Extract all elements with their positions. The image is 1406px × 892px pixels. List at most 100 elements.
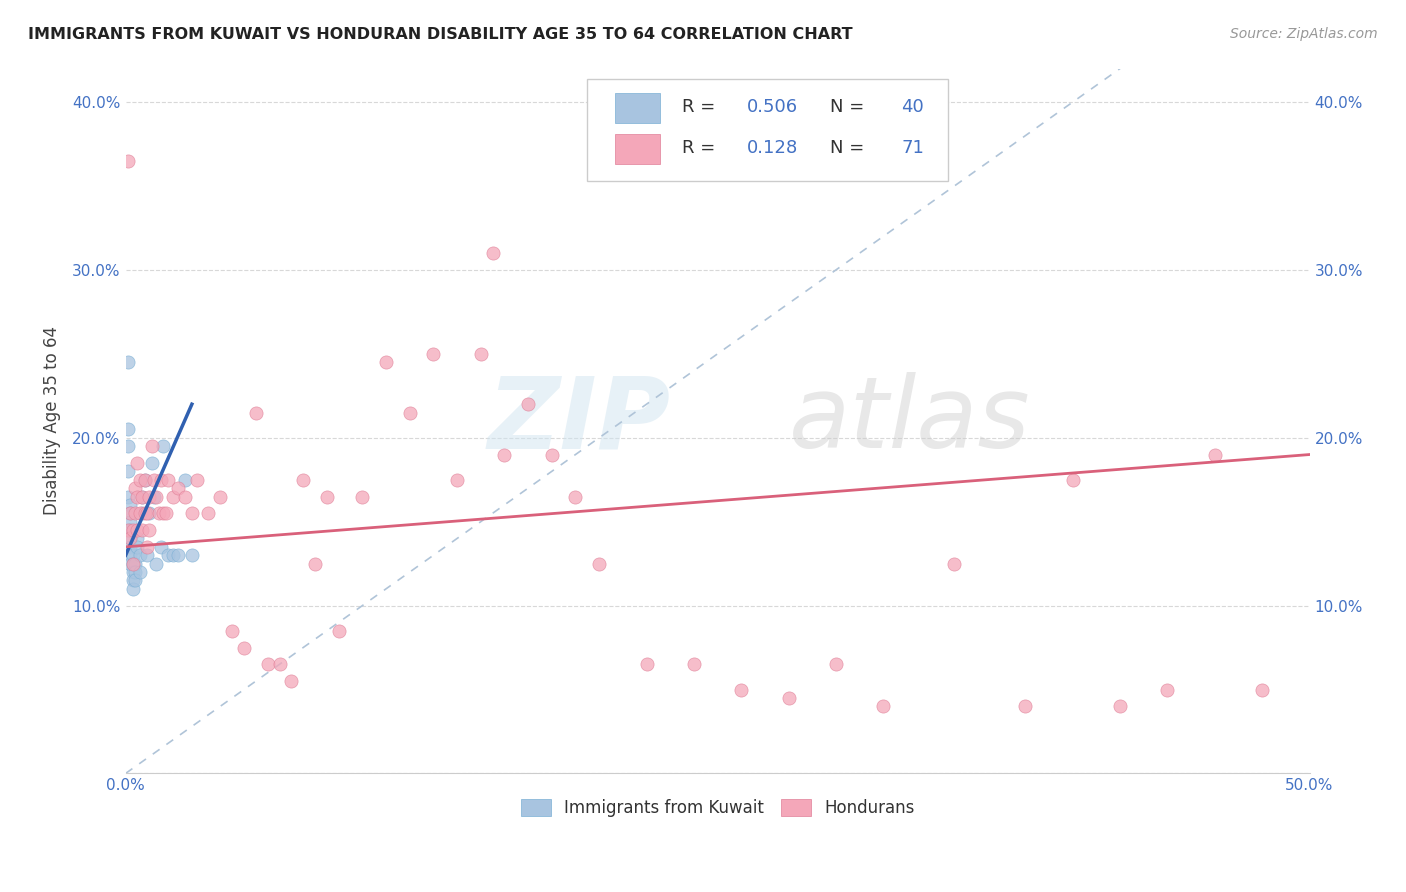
Point <box>121 582 143 596</box>
Point <box>117 490 139 504</box>
Point <box>121 557 143 571</box>
Point <box>1109 699 1132 714</box>
Point <box>135 506 157 520</box>
Point <box>124 565 146 579</box>
Point <box>138 506 160 520</box>
Point <box>778 690 800 705</box>
Point <box>143 473 166 487</box>
Point <box>292 473 315 487</box>
Point <box>120 532 142 546</box>
Point <box>155 506 177 520</box>
FancyBboxPatch shape <box>614 93 659 123</box>
Point <box>683 657 706 672</box>
Point <box>245 406 267 420</box>
Point <box>138 490 160 504</box>
Point <box>128 506 150 520</box>
Point <box>135 548 157 562</box>
Point <box>1156 682 1178 697</box>
Point <box>127 532 149 546</box>
Text: atlas: atlas <box>789 373 1031 469</box>
Point <box>872 699 894 714</box>
Point <box>1204 448 1226 462</box>
Point <box>124 574 146 588</box>
Point <box>127 523 149 537</box>
Text: R =: R = <box>682 139 721 157</box>
Text: IMMIGRANTS FROM KUWAIT VS HONDURAN DISABILITY AGE 35 TO 64 CORRELATION CHART: IMMIGRANTS FROM KUWAIT VS HONDURAN DISAB… <box>28 27 853 42</box>
Point <box>1014 699 1036 714</box>
Point <box>124 481 146 495</box>
Point <box>494 448 516 462</box>
Point <box>328 624 350 638</box>
Point <box>117 523 139 537</box>
Text: ZIP: ZIP <box>488 373 671 469</box>
Point <box>120 548 142 562</box>
Point <box>315 490 337 504</box>
Point <box>166 548 188 562</box>
Point <box>825 657 848 672</box>
Point <box>128 473 150 487</box>
Point <box>145 490 167 504</box>
Point <box>120 532 142 546</box>
Point <box>135 540 157 554</box>
Point <box>540 448 562 462</box>
Point <box>128 565 150 579</box>
Point <box>121 557 143 571</box>
Point <box>730 682 752 697</box>
Point <box>186 473 208 487</box>
Text: Source: ZipAtlas.com: Source: ZipAtlas.com <box>1230 27 1378 41</box>
Point <box>150 540 173 554</box>
Legend: Immigrants from Kuwait, Hondurans: Immigrants from Kuwait, Hondurans <box>512 790 922 825</box>
Point <box>150 473 173 487</box>
Point <box>117 153 139 168</box>
Point <box>422 347 444 361</box>
Point <box>564 490 586 504</box>
Point <box>446 473 468 487</box>
Text: 0.506: 0.506 <box>747 98 799 116</box>
Point <box>120 498 142 512</box>
Text: N =: N = <box>830 98 870 116</box>
FancyBboxPatch shape <box>614 134 659 164</box>
Point <box>375 355 398 369</box>
Point <box>117 355 139 369</box>
Point <box>134 506 156 520</box>
Point <box>120 506 142 520</box>
Point <box>131 506 153 520</box>
Point <box>1251 682 1274 697</box>
Point <box>352 490 374 504</box>
Point <box>143 490 166 504</box>
Y-axis label: Disability Age 35 to 64: Disability Age 35 to 64 <box>44 326 60 516</box>
Point <box>280 674 302 689</box>
Point <box>127 456 149 470</box>
Point <box>127 490 149 504</box>
Point <box>517 397 540 411</box>
Point <box>162 490 184 504</box>
Point <box>124 557 146 571</box>
Point <box>173 490 195 504</box>
Point <box>138 523 160 537</box>
Point <box>121 523 143 537</box>
Point <box>152 439 174 453</box>
Point <box>636 657 658 672</box>
Point <box>131 523 153 537</box>
Point <box>470 347 492 361</box>
Point <box>221 624 243 638</box>
Text: 0.128: 0.128 <box>747 139 799 157</box>
Point <box>481 246 503 260</box>
Point <box>120 515 142 529</box>
Point <box>117 439 139 453</box>
Point <box>157 473 180 487</box>
Point <box>121 565 143 579</box>
Point <box>173 473 195 487</box>
Point <box>166 481 188 495</box>
Point <box>588 557 610 571</box>
Point <box>134 473 156 487</box>
Point <box>398 406 420 420</box>
Point <box>209 490 232 504</box>
Point <box>121 574 143 588</box>
Point <box>304 557 326 571</box>
Point <box>157 548 180 562</box>
Point <box>131 490 153 504</box>
Point <box>269 657 291 672</box>
Point <box>117 422 139 436</box>
Point <box>120 540 142 554</box>
